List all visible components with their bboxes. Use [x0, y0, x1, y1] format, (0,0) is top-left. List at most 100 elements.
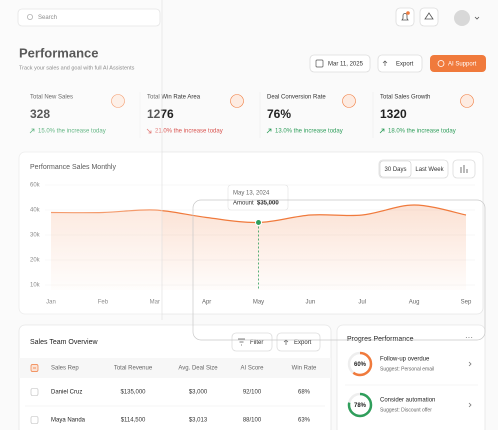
table-cell: Maya Nanda: [51, 418, 86, 424]
table-cell: $3,013: [189, 418, 208, 424]
row-checkbox[interactable]: [30, 388, 39, 396]
ai-support-button[interactable]: [430, 55, 486, 72]
table-cell: 68%: [298, 390, 311, 396]
table-cell: Daniel Cruz: [51, 390, 82, 396]
bell-icon: [401, 13, 409, 21]
stat-label: Deal Conversion Rate: [267, 95, 326, 101]
table-cell: $3,000: [189, 390, 208, 396]
column-header: AI Score: [240, 366, 264, 372]
item-chevron[interactable]: [468, 361, 472, 367]
date-button[interactable]: [309, 54, 371, 73]
column-header: Avg. Deal Size: [178, 366, 218, 372]
table-export-button[interactable]: [276, 332, 321, 352]
avatar[interactable]: [454, 10, 470, 26]
filter-icon: [238, 338, 245, 346]
stat-change: 21.0% the increase today: [155, 129, 223, 135]
ring-label: 78%: [354, 403, 367, 409]
date-button-label: Mar 11, 2025: [328, 62, 364, 68]
column-header: Win Rate: [292, 366, 317, 372]
ai-support-label: AI Support: [448, 62, 477, 68]
table-cell: 63%: [298, 418, 311, 424]
stat-label: Total Win Rate Area: [147, 95, 201, 101]
ai-icon: [437, 60, 445, 67]
table-cell: $114,500: [121, 418, 146, 424]
progress-card: [336, 324, 486, 430]
apps-icon: [424, 12, 434, 20]
x-tick-label: May: [253, 300, 264, 306]
table-title: Sales Team Overview: [30, 339, 99, 346]
x-tick-label: Apr: [202, 300, 211, 306]
trend-arrow: [379, 128, 385, 134]
table-cell: 92/100: [243, 390, 262, 396]
filter-button[interactable]: [231, 332, 273, 352]
overlay-frame: [192, 199, 486, 341]
stat-value: 76%: [267, 107, 291, 121]
progress-title: Progres Performance: [347, 336, 414, 343]
column-header: Total Revenue: [114, 366, 153, 372]
search-icon: [26, 13, 33, 20]
tooltip-value: $35,000: [257, 201, 279, 207]
stat-icon: [230, 94, 244, 108]
column-header: Sales Rep: [51, 366, 79, 372]
ring-arc: [347, 392, 373, 418]
search-placeholder: Search: [38, 15, 57, 21]
export-icon: [382, 60, 388, 66]
apps-button[interactable]: [419, 7, 439, 27]
y-tick-label: 20k: [30, 258, 41, 264]
tooltip-point: [255, 219, 262, 226]
range-button-label[interactable]: Last Week: [415, 167, 444, 173]
avatar-chevron[interactable]: [474, 16, 480, 20]
x-tick-label: Jun: [306, 300, 316, 306]
notification-button[interactable]: [395, 7, 415, 27]
table-header-row: [19, 358, 331, 378]
stat-value: 1276: [147, 107, 174, 121]
item-suggestion: Suggest: Discount offer: [380, 407, 432, 413]
trend-arrow: [146, 128, 152, 134]
notification-dot: [406, 11, 410, 15]
x-tick-label: Jan: [46, 300, 56, 306]
x-tick-label: Jul: [358, 300, 366, 306]
calendar-icon: [315, 59, 324, 68]
filter-button-label: Filter: [250, 340, 263, 346]
progress-menu[interactable]: ···: [465, 333, 473, 342]
search-box[interactable]: [17, 8, 161, 27]
trend-arrow: [29, 128, 35, 134]
tooltip-label: Amount: [233, 201, 254, 207]
ring-arc: [347, 351, 373, 377]
x-tick-label: Feb: [98, 300, 109, 306]
stat-change: 15.0% the increase today: [38, 129, 106, 135]
stat-value: 328: [30, 107, 50, 121]
item-title: Consider automation: [380, 398, 435, 404]
trend-arrow: [266, 128, 272, 134]
y-tick-label: 30k: [30, 233, 41, 239]
table-export-label: Export: [294, 340, 312, 346]
stat-change: 13.0% the increase today: [275, 129, 343, 135]
ring-label: 60%: [354, 362, 367, 368]
tooltip: [227, 184, 289, 211]
export-button[interactable]: [377, 54, 423, 73]
y-tick-label: 40k: [30, 208, 41, 214]
x-tick-label: Aug: [409, 300, 420, 306]
x-tick-label: Mar: [150, 300, 160, 306]
page-subtitle: Track your sales and goal with full AI A…: [19, 65, 135, 71]
chart-title: Performance Sales Monthly: [30, 164, 116, 171]
row-checkbox[interactable]: [30, 416, 39, 424]
stat-label: Total New Sales: [30, 95, 73, 101]
range-button-label: 30 Days: [384, 167, 406, 173]
item-suggestion: Suggest: Personal email: [380, 366, 434, 372]
y-tick-label: 10k: [30, 283, 41, 289]
stat-value: 1320: [380, 107, 407, 121]
page-title: Performance: [19, 45, 98, 60]
table-cell: $135,000: [120, 390, 146, 396]
tooltip-date: May 13, 2024: [233, 191, 270, 197]
range-button-active[interactable]: [379, 160, 412, 178]
x-tick-label: Sep: [461, 300, 472, 306]
stat-label: Total Sales Growth: [380, 95, 430, 101]
stat-change: 18.0% the increase today: [388, 129, 456, 135]
stat-icon: [460, 94, 474, 108]
y-tick-label: 60k: [30, 183, 41, 189]
stat-icon: [111, 94, 125, 108]
stat-icon: [342, 94, 356, 108]
item-chevron[interactable]: [468, 402, 472, 408]
